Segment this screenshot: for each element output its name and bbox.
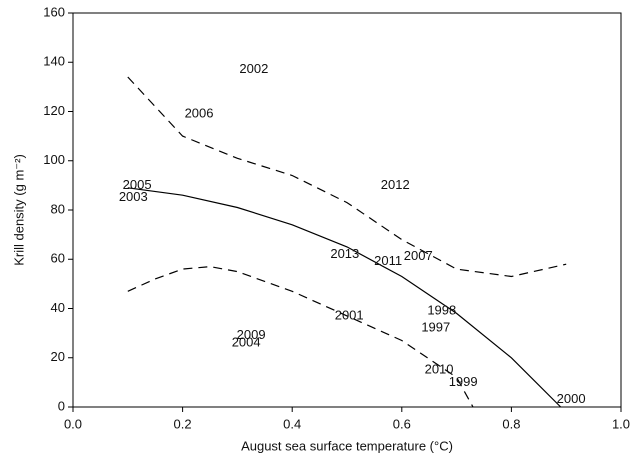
x-tick-label: 0.4 — [283, 416, 301, 431]
point-label: 1998 — [427, 302, 456, 317]
y-tick-label: 20 — [51, 349, 65, 364]
point-label: 2010 — [425, 362, 454, 377]
point-label: 2001 — [335, 307, 364, 322]
plot-frame — [72, 12, 622, 408]
point-label: 2004 — [232, 334, 261, 349]
x-tick-label: 0.8 — [502, 416, 520, 431]
x-axis-label: August sea surface temperature (°C) — [241, 438, 453, 453]
point-label: 2000 — [557, 391, 586, 406]
point-label: 2005 — [123, 177, 152, 192]
fit-line — [127, 187, 562, 408]
y-tick-label: 60 — [51, 251, 65, 266]
point-label: 2011 — [374, 253, 402, 268]
x-tick-label: 0.6 — [393, 416, 411, 431]
point-label: 2007 — [404, 248, 433, 263]
y-tick-label: 100 — [43, 152, 65, 167]
y-axis-label: Krill density (g m⁻²) — [11, 154, 26, 266]
point-label: 2013 — [330, 246, 359, 261]
y-tick-label: 0 — [58, 398, 65, 413]
lower-confidence-band — [127, 265, 474, 408]
point-label: 2006 — [185, 105, 214, 120]
point-label: 2002 — [239, 61, 268, 76]
point-label: 1997 — [421, 320, 450, 335]
y-tick-label: 80 — [51, 201, 65, 216]
y-tick-label: 120 — [43, 103, 65, 118]
point-label: 2003 — [119, 189, 148, 204]
point-label: 2009 — [237, 327, 266, 342]
x-tick-label: 0.0 — [64, 416, 82, 431]
y-tick-label: 160 — [43, 4, 65, 19]
y-tick-label: 40 — [51, 300, 65, 315]
y-tick-label: 140 — [43, 54, 65, 69]
upper-confidence-band — [127, 76, 567, 278]
point-label: 1999 — [449, 374, 478, 389]
x-tick-label: 1.0 — [612, 416, 630, 431]
x-tick-label: 0.2 — [174, 416, 192, 431]
point-label: 2012 — [381, 177, 410, 192]
